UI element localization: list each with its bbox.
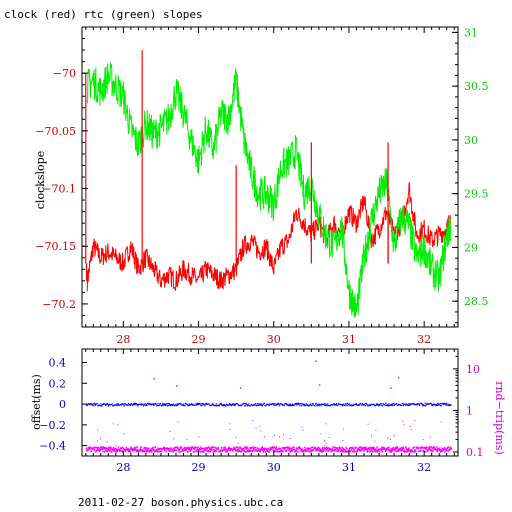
offset-series bbox=[85, 402, 452, 407]
roundtrip-outlier bbox=[176, 385, 178, 387]
x-tick-label: 29 bbox=[192, 333, 206, 346]
x-tick-label: 30 bbox=[267, 333, 281, 346]
plot-frame bbox=[81, 26, 459, 328]
x-tick-label: 31 bbox=[342, 461, 356, 474]
y2-tick-label: 0.1 bbox=[466, 446, 484, 459]
plot-frame bbox=[81, 348, 459, 457]
y-tick-label: −0.4 bbox=[39, 440, 66, 453]
roundtrip-outlier bbox=[318, 384, 321, 386]
y-tick-label: 0.2 bbox=[49, 377, 67, 390]
x-tick-label: 28 bbox=[116, 333, 130, 346]
y2-tick-label: 29 bbox=[464, 241, 478, 254]
y2-tick-label: 29.5 bbox=[464, 188, 489, 201]
title-text: clock (red) rtc (green) slopes bbox=[4, 8, 203, 21]
offset-roundtrip-chart: 28 29 30 31 32 0.4 0.2 0 −0.2 −0.4 10 1 0.1 offset(ms… bbox=[30, 348, 506, 474]
x-tick-label: 28 bbox=[116, 461, 130, 474]
roundtrip-outlier bbox=[315, 360, 317, 362]
roundtrip-outlier bbox=[153, 378, 155, 380]
roundtrip-scatter bbox=[97, 420, 442, 452]
y2-tick-label: 30.5 bbox=[464, 80, 489, 93]
y-tick-label: −70.1 bbox=[42, 183, 76, 196]
y2-axis-label: rnd−trip(ms) bbox=[493, 381, 506, 455]
rtc-slope-series bbox=[86, 62, 451, 318]
x-tick-label: 32 bbox=[417, 461, 431, 474]
y-axis-label: clockslope bbox=[34, 151, 47, 209]
y-tick-label: −0.2 bbox=[39, 419, 66, 432]
y2-tick-label: 28.5 bbox=[464, 295, 489, 308]
y-tick-label: −70.05 bbox=[35, 125, 76, 138]
y-tick-label: −70.15 bbox=[35, 240, 76, 253]
y-tick-label: −70.2 bbox=[42, 298, 76, 311]
roundtrip-outlier bbox=[239, 387, 242, 389]
x-tick-label: 31 bbox=[342, 333, 356, 346]
roundtrip-outlier bbox=[397, 377, 400, 379]
slope-chart: 28 29 30 31 32 −70 −70.05 −70.1 −70.15 −70.2 28.5 2… bbox=[34, 26, 489, 346]
roundtrip-series bbox=[85, 446, 452, 453]
x-tick-label: 32 bbox=[417, 333, 431, 346]
y-tick-label: 0.4 bbox=[49, 357, 67, 370]
x-tick-label: 29 bbox=[192, 461, 206, 474]
y2-tick-label: 1 bbox=[466, 404, 473, 417]
footer-caption: 2011-02-27 boson.physics.ubc.ca bbox=[78, 496, 284, 509]
clock-slope-series bbox=[86, 182, 451, 292]
y2-tick-label: 30 bbox=[464, 134, 478, 147]
y2-tick-label: 31 bbox=[464, 26, 478, 39]
y2-tick-label: 10 bbox=[466, 363, 480, 376]
x-tick-label: 30 bbox=[267, 461, 281, 474]
y-axis-label: offset(ms) bbox=[30, 374, 43, 430]
roundtrip-outlier bbox=[390, 387, 392, 389]
y-tick-label: 0 bbox=[59, 398, 66, 411]
y-tick-label: −70 bbox=[53, 67, 76, 80]
